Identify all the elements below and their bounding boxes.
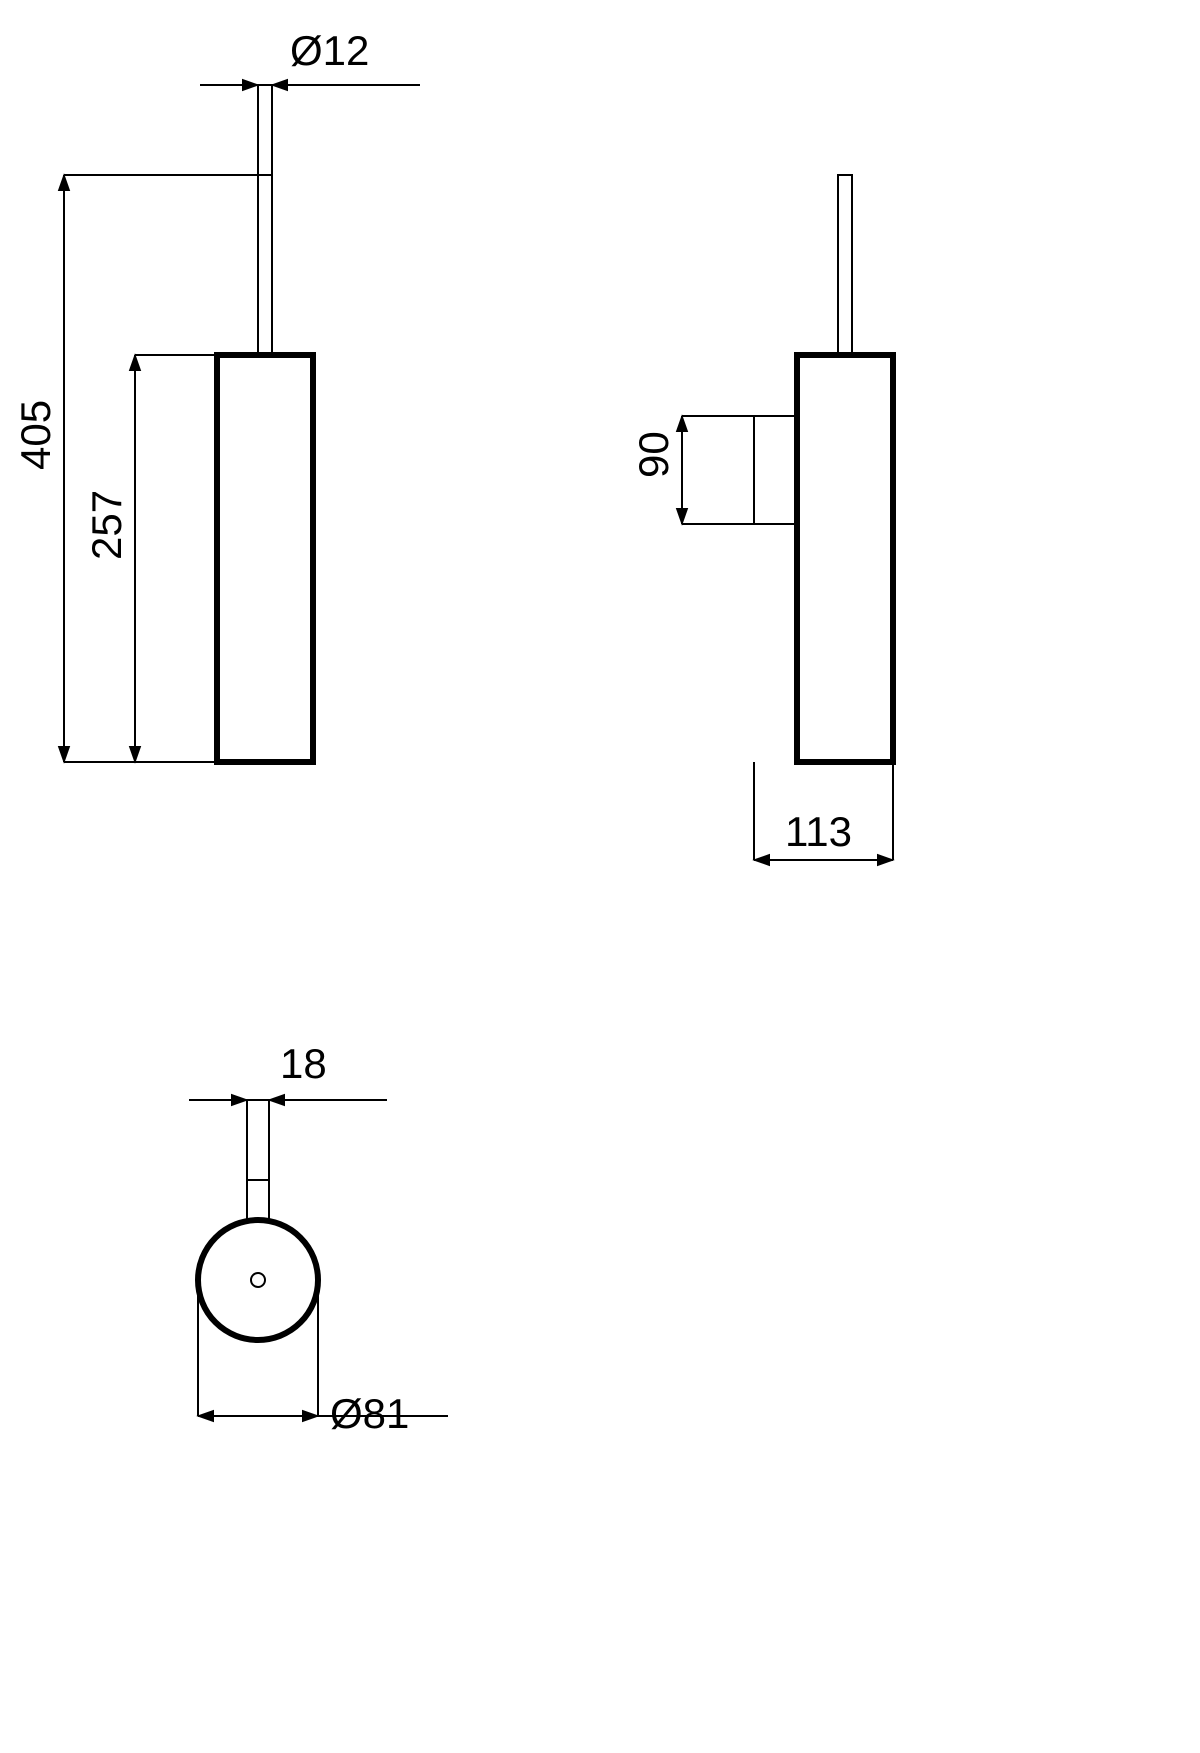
dim-body-height-label: 257 — [83, 490, 130, 560]
dim-diameter-label: Ø81 — [330, 1390, 409, 1437]
dim-bracket-height-label: 90 — [630, 431, 677, 478]
dim-total-height-label: 405 — [12, 400, 59, 470]
top-view-inner-circle — [251, 1273, 265, 1287]
dim-bracket-width-label: 18 — [280, 1040, 327, 1087]
dim-handle-dia-label: Ø12 — [290, 27, 369, 74]
dim-depth-label: 113 — [785, 808, 852, 855]
